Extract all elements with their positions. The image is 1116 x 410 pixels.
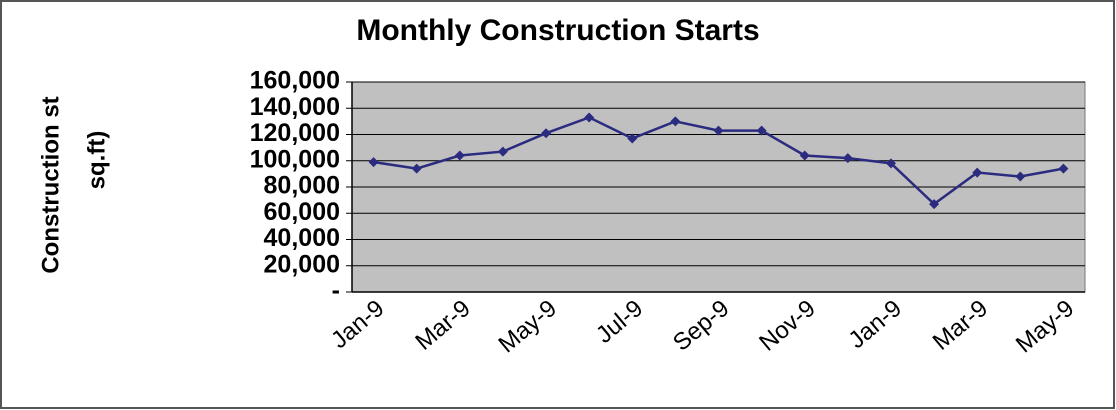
point-marker [842,153,853,164]
y-tick-label: 80,000 [264,172,340,200]
y-tick-label: 100,000 [250,145,340,173]
point-marker [756,125,767,136]
y-axis-label: sq.ft) [83,131,110,190]
chart-title: Monthly Construction Starts [356,14,759,47]
y-tick-label: 20,000 [264,250,340,278]
y-tick-label: 160,000 [250,67,340,95]
y-tick-label: - [332,277,340,305]
point-marker [497,146,508,157]
point-marker [368,157,379,168]
y-axis-label: Construction st [37,96,64,273]
y-tick-label: 120,000 [250,119,340,147]
point-marker [454,150,465,161]
y-tick-label: 140,000 [250,93,340,121]
point-marker [1015,171,1026,182]
point-marker [627,133,638,144]
point-marker [670,116,681,127]
point-marker [972,167,983,178]
y-tick-label: 60,000 [264,198,340,226]
point-marker [541,128,552,139]
y-tick-label: 40,000 [264,224,340,252]
point-marker [1058,163,1069,174]
point-marker [584,112,595,123]
point-marker [411,163,422,174]
point-marker [929,199,940,210]
point-marker [799,150,810,161]
point-marker [885,158,896,169]
point-marker [713,125,724,136]
